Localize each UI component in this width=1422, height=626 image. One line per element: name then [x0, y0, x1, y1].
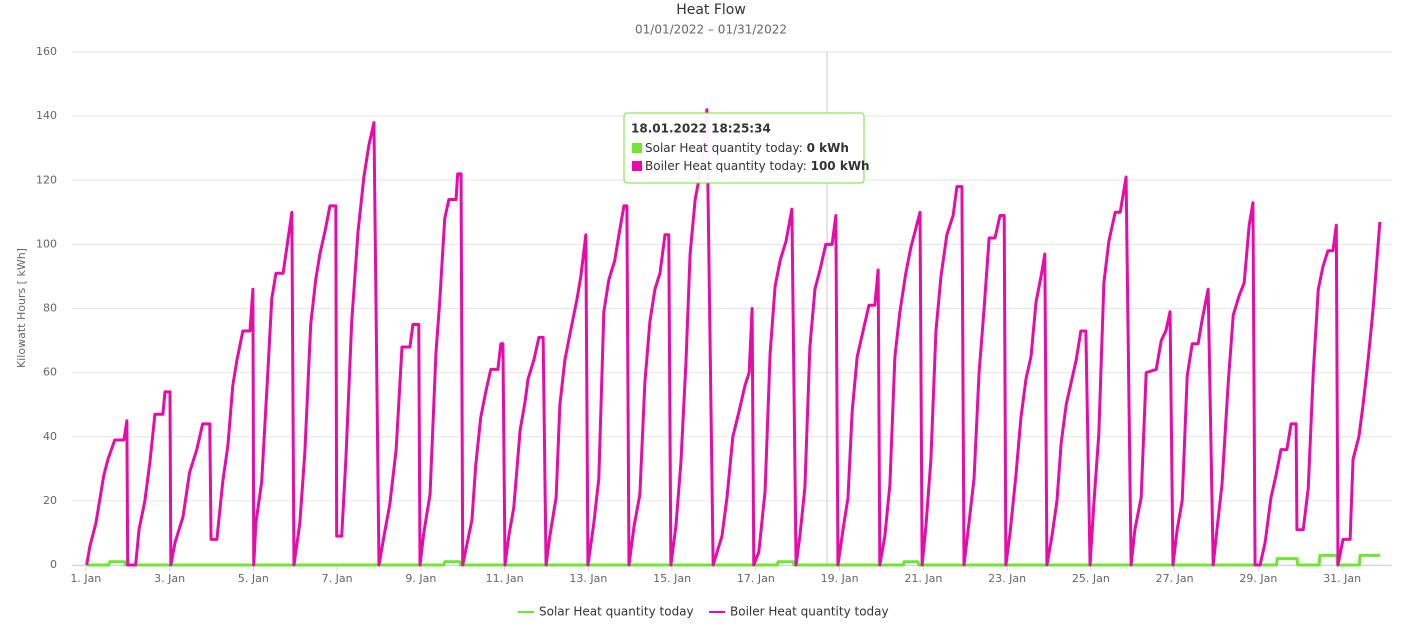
tooltip-swatch	[632, 143, 642, 153]
legend: Solar Heat quantity today Boiler Heat qua…	[518, 605, 889, 619]
tooltip-box	[623, 112, 865, 184]
y-tick-label: 160	[36, 45, 57, 58]
y-tick-label: 80	[43, 302, 57, 315]
legend-label: Boiler Heat quantity today	[730, 605, 889, 619]
y-tick-label: 140	[36, 109, 57, 122]
x-tick-label: 7. Jan	[322, 572, 353, 585]
x-tick-label: 27. Jan	[1156, 572, 1194, 585]
tooltip-label: Boiler Heat quantity today:	[645, 159, 811, 173]
y-tick-label: 0	[50, 558, 57, 571]
x-tick-label: 19. Jan	[821, 572, 859, 585]
tooltip-swatch	[632, 161, 642, 171]
x-tick-label: 25. Jan	[1072, 572, 1110, 585]
series-line	[86, 553, 1381, 567]
chart-title: Heat Flow	[676, 2, 746, 18]
tooltip-row: Boiler Heat quantity today: 100 kWh	[645, 159, 870, 173]
tooltip-value: 0 kWh	[807, 141, 849, 155]
x-tick-label: 31. Jan	[1323, 572, 1361, 585]
x-tick-label: 5. Jan	[238, 572, 269, 585]
legend-item[interactable]: Solar Heat quantity today	[518, 605, 694, 619]
y-tick-label: 100	[36, 237, 57, 250]
x-tick-label: 3. Jan	[154, 572, 185, 585]
y-tick-label: 60	[43, 366, 57, 379]
x-tick-label: 17. Jan	[737, 572, 775, 585]
y-tick-label: 20	[43, 494, 57, 507]
x-tick-label: 23. Jan	[988, 572, 1026, 585]
plot	[85, 108, 1382, 567]
x-tick-label: 29. Jan	[1239, 572, 1277, 585]
tooltip-label: Solar Heat quantity today:	[645, 141, 807, 155]
x-tick-label: 13. Jan	[569, 572, 607, 585]
x-tick-label: 1. Jan	[70, 572, 101, 585]
x-tick-label: 15. Jan	[653, 572, 691, 585]
x-tick-label: 21. Jan	[904, 572, 942, 585]
x-tick-label: 9. Jan	[405, 572, 436, 585]
y-tick-label: 40	[43, 430, 57, 443]
chart-subtitle: 01/01/2022 – 01/31/2022	[635, 23, 787, 37]
y-axis-label: Kilowatt Hours [ kWh]	[15, 248, 28, 368]
tooltip-row: Solar Heat quantity today: 0 kWh	[645, 141, 849, 155]
x-tick-label: 11. Jan	[486, 572, 524, 585]
series-line	[85, 108, 1382, 567]
tooltip-value: 100 kWh	[811, 159, 870, 173]
legend-item[interactable]: Boiler Heat quantity today	[709, 605, 889, 619]
tooltip: 18.01.2022 18:25:34 Solar Heat quantity …	[623, 112, 870, 184]
tooltip-title: 18.01.2022 18:25:34	[631, 122, 771, 136]
legend-label: Solar Heat quantity today	[539, 605, 694, 619]
y-tick-label: 120	[36, 173, 57, 186]
